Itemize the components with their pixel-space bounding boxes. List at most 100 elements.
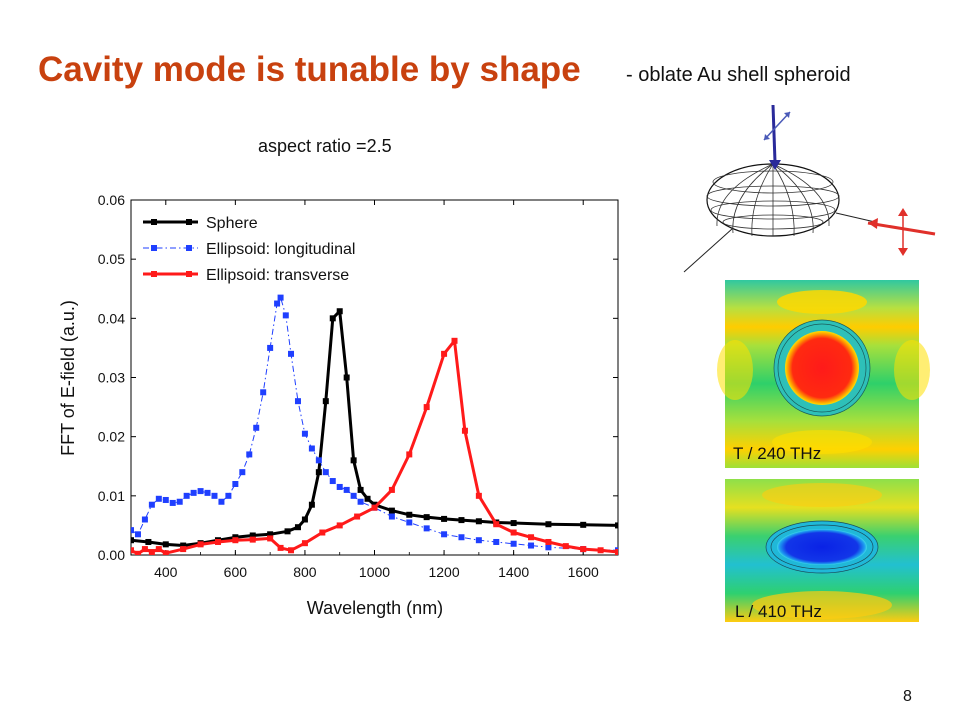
data-point xyxy=(329,315,336,322)
y-tick-label: 0.06 xyxy=(98,192,125,208)
data-point xyxy=(308,501,315,508)
data-point xyxy=(364,495,371,502)
data-point xyxy=(343,486,350,493)
data-point xyxy=(274,300,281,307)
data-point xyxy=(155,495,162,502)
x-tick-label: 1600 xyxy=(568,564,599,580)
y-tick-label: 0.04 xyxy=(98,310,125,326)
data-point xyxy=(475,518,482,525)
data-point xyxy=(528,542,535,549)
data-point xyxy=(134,550,141,555)
data-point xyxy=(441,531,448,538)
data-point xyxy=(319,529,326,536)
data-point xyxy=(131,527,134,534)
data-point xyxy=(131,547,134,554)
spheroid-wireframe xyxy=(706,163,840,237)
data-point xyxy=(441,350,448,357)
data-point xyxy=(458,534,465,541)
data-point xyxy=(406,451,413,458)
data-point xyxy=(336,522,343,529)
data-point xyxy=(301,516,308,523)
field-core-blue xyxy=(777,529,867,565)
data-point xyxy=(388,486,395,493)
data-point xyxy=(183,492,190,499)
y-tick-label: 0.05 xyxy=(98,251,125,267)
data-point xyxy=(615,522,618,529)
data-point xyxy=(288,350,295,357)
data-point xyxy=(528,534,535,541)
series-layer xyxy=(131,294,618,555)
page-number: 8 xyxy=(903,688,912,705)
data-point xyxy=(155,546,162,553)
data-point xyxy=(277,544,284,551)
data-point xyxy=(475,537,482,544)
polarization-arrow-blue xyxy=(763,111,791,141)
x-tick-label: 600 xyxy=(224,564,248,580)
legend: Sphere Ellipsoid: longitudinal Ellipsoid: … xyxy=(143,215,355,284)
data-point xyxy=(357,498,364,505)
legend-marker xyxy=(151,245,157,251)
series-3 xyxy=(131,337,618,555)
y-tick-label: 0.02 xyxy=(98,429,125,445)
slide-title: Cavity mode is tunable by shape xyxy=(38,50,581,89)
data-point xyxy=(329,478,336,485)
data-point xyxy=(218,498,225,505)
x-tick-label: 800 xyxy=(293,564,317,580)
y-axis-label: FFT of E-field (a.u.) xyxy=(58,300,78,456)
data-point xyxy=(225,492,232,499)
data-point xyxy=(562,543,569,550)
data-point xyxy=(406,511,413,518)
legend-marker xyxy=(186,271,192,277)
data-point xyxy=(214,538,221,545)
data-point xyxy=(458,517,465,524)
data-point xyxy=(354,513,361,520)
data-point xyxy=(308,445,315,452)
data-point xyxy=(580,546,587,553)
data-point xyxy=(169,499,176,506)
legend-label: Sphere xyxy=(206,215,258,232)
data-point xyxy=(162,550,169,555)
data-point xyxy=(350,492,357,499)
series-1 xyxy=(131,308,618,549)
data-point xyxy=(288,547,295,554)
legend-marker xyxy=(186,245,192,251)
data-point xyxy=(315,457,322,464)
legend-label: Ellipsoid: transverse xyxy=(206,267,349,284)
data-point xyxy=(267,531,274,538)
series-line xyxy=(131,339,618,555)
data-point xyxy=(249,532,256,539)
data-point xyxy=(176,498,183,505)
data-point xyxy=(451,337,458,344)
data-point xyxy=(336,483,343,490)
data-point xyxy=(423,525,430,532)
data-point xyxy=(423,404,430,411)
legend-marker xyxy=(186,219,192,225)
data-point xyxy=(580,521,587,528)
axis-ticks: 400 600 800 1000 1200 1400 1600 0.00 0.01 0.02 0.0… xyxy=(98,192,619,580)
data-point xyxy=(282,312,289,319)
legend-marker xyxy=(151,271,157,277)
data-point xyxy=(277,294,284,301)
k-vector-arrow-red xyxy=(867,221,936,236)
data-point xyxy=(246,451,253,458)
data-point xyxy=(148,501,155,508)
data-point xyxy=(371,504,378,511)
data-point xyxy=(253,424,260,431)
data-point xyxy=(510,540,517,547)
k-vector-arrowhead xyxy=(769,160,781,170)
aspect-ratio-label: aspect ratio =2.5 xyxy=(258,136,392,156)
y-tick-label: 0.01 xyxy=(98,488,125,504)
data-point xyxy=(162,496,169,503)
data-point xyxy=(145,538,152,545)
y-tick-label: 0.03 xyxy=(98,370,125,386)
data-point xyxy=(249,536,256,543)
data-point xyxy=(204,489,211,496)
data-point xyxy=(545,538,552,545)
data-point xyxy=(545,544,552,551)
data-point xyxy=(350,457,357,464)
series-2 xyxy=(131,294,618,554)
data-point xyxy=(493,521,500,528)
data-point xyxy=(197,488,204,495)
data-point xyxy=(597,547,604,554)
